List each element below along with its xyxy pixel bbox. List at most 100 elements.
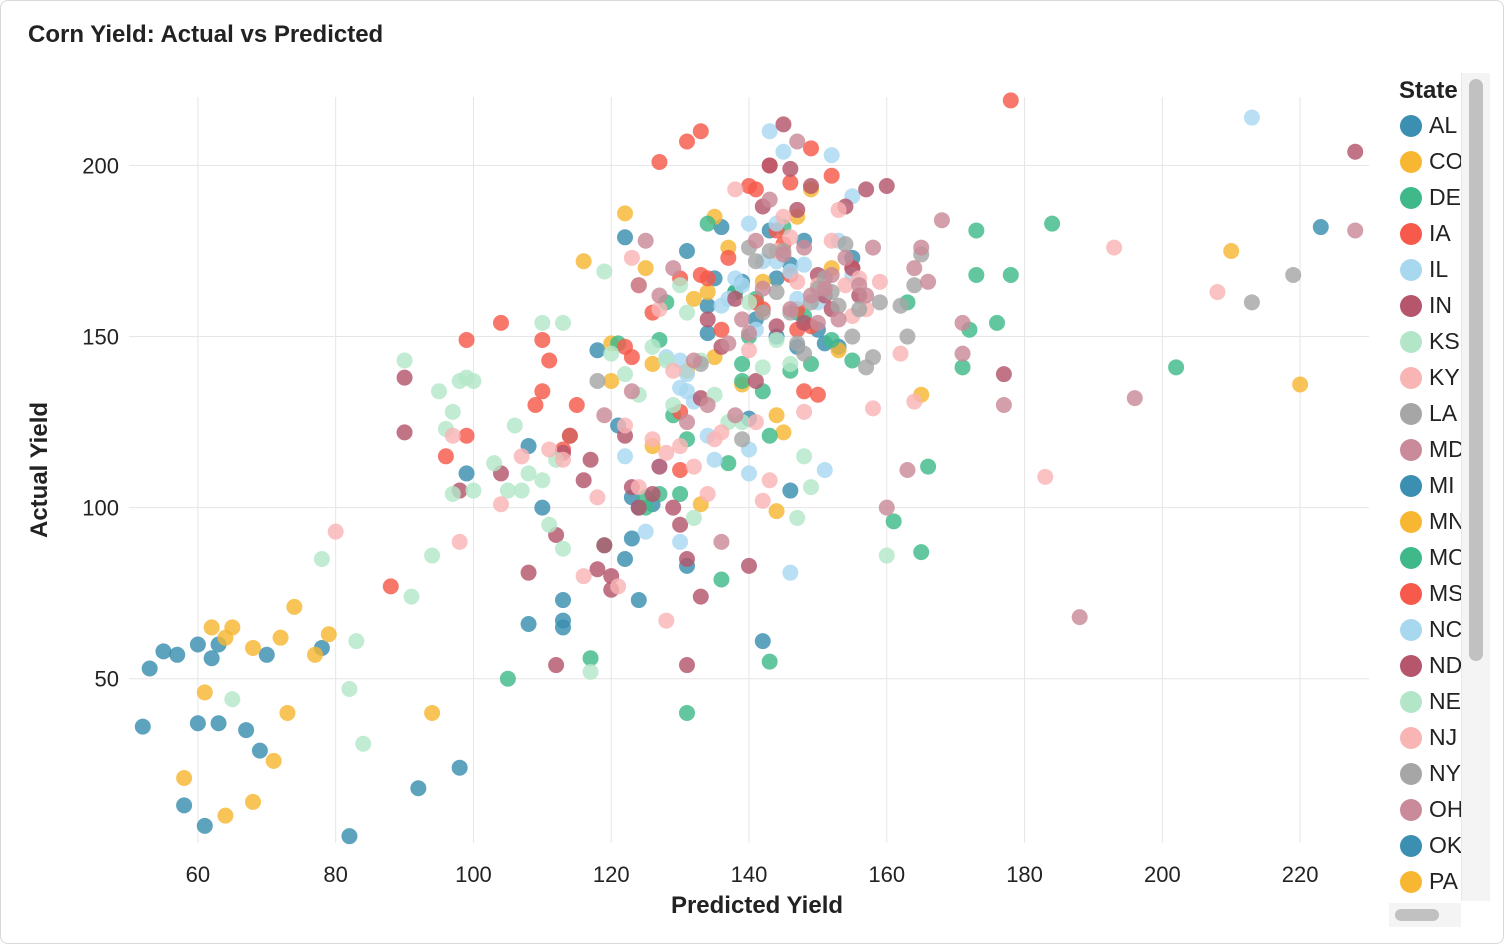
legend-item-md[interactable]: MD [1389, 433, 1461, 469]
legend-vertical-scrollbar[interactable] [1461, 73, 1490, 901]
legend-label: PA [1429, 868, 1458, 894]
point-co [245, 639, 261, 656]
point-ks [617, 366, 633, 383]
point-co [575, 253, 592, 270]
point-co [699, 284, 716, 301]
legend-item-al[interactable]: AL [1389, 109, 1461, 145]
legend-item-co[interactable]: CO [1389, 145, 1461, 181]
point-ia [568, 396, 585, 413]
legend-item-ms[interactable]: MS [1389, 577, 1461, 613]
point-il [637, 523, 654, 540]
point-in [692, 588, 709, 605]
point-md [823, 266, 840, 283]
point-in [796, 314, 813, 331]
point-md [803, 287, 819, 304]
legend-item-ky[interactable]: KY [1389, 361, 1461, 397]
point-al [458, 465, 475, 482]
legend-item-mi[interactable]: MI [1389, 469, 1461, 505]
legend-horizontal-scrollbar[interactable] [1389, 903, 1461, 927]
point-md [651, 287, 668, 304]
y-axis-title: Actual Yield [26, 402, 53, 538]
point-ia [692, 123, 709, 140]
legend-item-nd[interactable]: ND [1389, 649, 1461, 685]
point-ia [672, 462, 689, 478]
point-md [699, 396, 716, 413]
point-ia [623, 349, 640, 366]
point-il [823, 147, 840, 164]
legend-item-oh[interactable]: OH [1389, 793, 1461, 829]
point-md [913, 239, 930, 256]
point-ky [644, 431, 661, 448]
point-md [596, 407, 613, 424]
legend-item-nj[interactable]: NJ [1389, 721, 1461, 757]
legend-item-ia[interactable]: IA [1389, 217, 1461, 253]
point-ky [699, 485, 716, 502]
point-md [734, 311, 751, 328]
point-ia [382, 578, 399, 595]
point-ky [451, 533, 468, 550]
point-md [679, 414, 695, 431]
point-de [968, 266, 985, 283]
point-la [734, 431, 751, 448]
legend-label: NJ [1429, 724, 1458, 750]
legend-vertical-scroll-thumb[interactable] [1469, 79, 1483, 661]
point-al [589, 342, 606, 359]
point-ks [754, 359, 771, 376]
x-axis-title: Predicted Yield [671, 892, 843, 919]
legend-item-ks[interactable]: KS [1389, 325, 1461, 361]
point-al [155, 643, 172, 660]
x-tick-label: 80 [323, 862, 347, 887]
point-la [1243, 294, 1260, 311]
point-co [644, 355, 661, 372]
legend-item-mo[interactable]: MO [1389, 541, 1461, 577]
point-ky [658, 444, 675, 461]
legend-swatch [1400, 475, 1422, 497]
point-ky [830, 201, 847, 218]
point-co [1223, 242, 1240, 259]
legend-item-pa[interactable]: PA [1389, 865, 1461, 901]
point-al [410, 780, 427, 797]
point-de [734, 373, 751, 390]
point-md [713, 533, 730, 550]
legend-swatch [1400, 799, 1422, 821]
point-ky [327, 523, 344, 540]
point-ia [699, 270, 716, 287]
point-ks [444, 403, 461, 420]
point-ks [672, 277, 689, 294]
legend-item-il[interactable]: IL [1389, 253, 1461, 289]
point-al [210, 715, 227, 732]
legend-item-nc[interactable]: NC [1389, 613, 1461, 649]
point-ks [341, 681, 358, 698]
legend-item-ne[interactable]: NE [1389, 685, 1461, 721]
legend-horizontal-scroll-thumb[interactable] [1395, 909, 1439, 921]
point-ky [837, 277, 854, 294]
point-ks [313, 550, 330, 567]
point-in [630, 499, 647, 516]
point-de [582, 650, 599, 667]
point-la [796, 345, 813, 362]
legend-swatch [1400, 187, 1422, 209]
legend-swatch [1400, 583, 1422, 605]
point-md [630, 277, 647, 294]
legend-item-ny[interactable]: NY [1389, 757, 1461, 793]
point-de [672, 485, 689, 502]
point-al [555, 619, 571, 636]
point-de [913, 544, 930, 561]
legend-label: AL [1429, 112, 1458, 138]
legend-item-ok[interactable]: OK [1389, 829, 1461, 865]
point-ky [1106, 239, 1123, 256]
legend-label: MI [1429, 472, 1455, 498]
point-in [672, 516, 689, 533]
point-ky [444, 427, 461, 444]
point-ia [541, 352, 558, 369]
point-ks [782, 355, 799, 372]
legend-item-la[interactable]: LA [1389, 397, 1461, 433]
point-md [789, 133, 806, 150]
legend-item-de[interactable]: DE [1389, 181, 1461, 217]
legend-item-in[interactable]: IN [1389, 289, 1461, 325]
legend-item-mn[interactable]: MN [1389, 505, 1461, 541]
legend[interactable]: State AL CO DE IA IL IN KS KY LA MD MI MN MO MS NC ND NE… [1389, 73, 1461, 901]
point-in [665, 499, 682, 516]
point-md [816, 280, 833, 297]
point-de [761, 427, 778, 444]
